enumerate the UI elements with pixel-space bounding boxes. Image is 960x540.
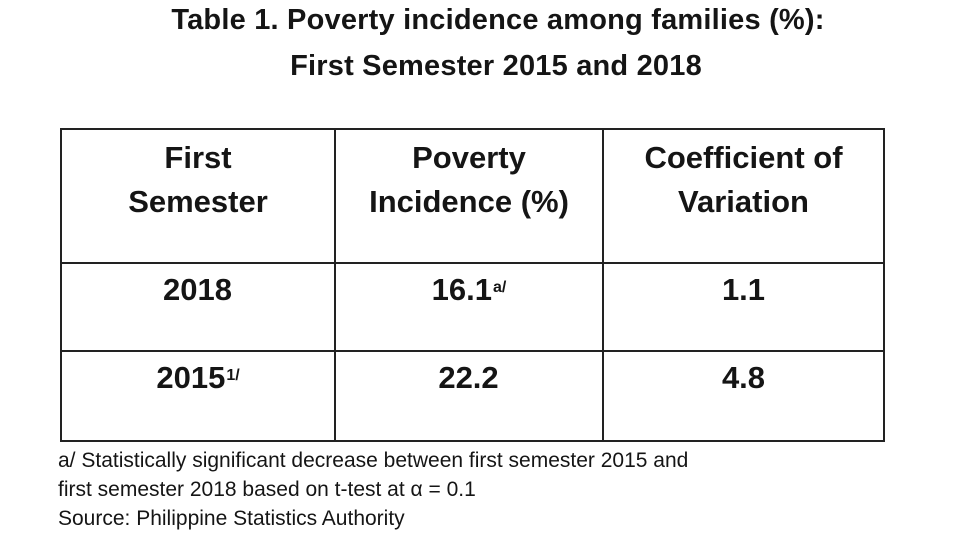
header-cv-line-1: Coefficient of: [644, 140, 843, 175]
incidence-value: 22.2: [438, 360, 499, 395]
incidence-value: 16.1: [431, 272, 492, 307]
row-divider: [62, 262, 883, 264]
header-poverty-incidence-line-2: Incidence (%): [369, 184, 569, 219]
header-coefficient-of-variation: Coefficient of Variation: [604, 130, 883, 262]
source-note: Source: Philippine Statistics Authority: [58, 507, 405, 530]
header-poverty-incidence-line-1: Poverty: [412, 140, 526, 175]
table-row-2018-incidence: 16.1 a/: [336, 264, 602, 350]
header-first-semester: First Semester: [62, 130, 334, 262]
cv-value: 4.8: [721, 360, 766, 395]
table-title-line-2: First Semester 2015 and 2018: [290, 50, 702, 82]
cv-value: 1.1: [721, 272, 766, 307]
poverty-table: First Semester Poverty Incidence (%) Coe…: [60, 128, 885, 442]
table-row-2018-semester: 2018: [62, 264, 334, 350]
table-row-2015-semester: 2015 1/: [62, 352, 334, 440]
semester-value: 2015: [156, 360, 226, 395]
footnote-line-1: a/ Statistically significant decrease be…: [58, 449, 689, 472]
footnote-line-2: first semester 2018 based on t-test at α…: [58, 478, 476, 501]
table-row-2015-incidence: 22.2: [336, 352, 602, 440]
semester-footnote: 1/: [226, 367, 240, 384]
column-divider: [334, 130, 336, 440]
incidence-footnote: a/: [493, 279, 507, 296]
header-cv-line-2: Variation: [678, 184, 809, 219]
row-divider: [62, 350, 883, 352]
table-row-2018-cv: 1.1: [604, 264, 883, 350]
header-first-semester-line-2: Semester: [128, 184, 268, 219]
table-title-line-1: Table 1. Poverty incidence among familie…: [171, 4, 825, 36]
table-notes: a/ Statistically significant decrease be…: [58, 446, 938, 533]
header-first-semester-line-1: First: [164, 140, 232, 175]
column-divider: [602, 130, 604, 440]
header-poverty-incidence: Poverty Incidence (%): [336, 130, 602, 262]
table-row-2015-cv: 4.8: [604, 352, 883, 440]
semester-value: 2018: [163, 272, 232, 307]
